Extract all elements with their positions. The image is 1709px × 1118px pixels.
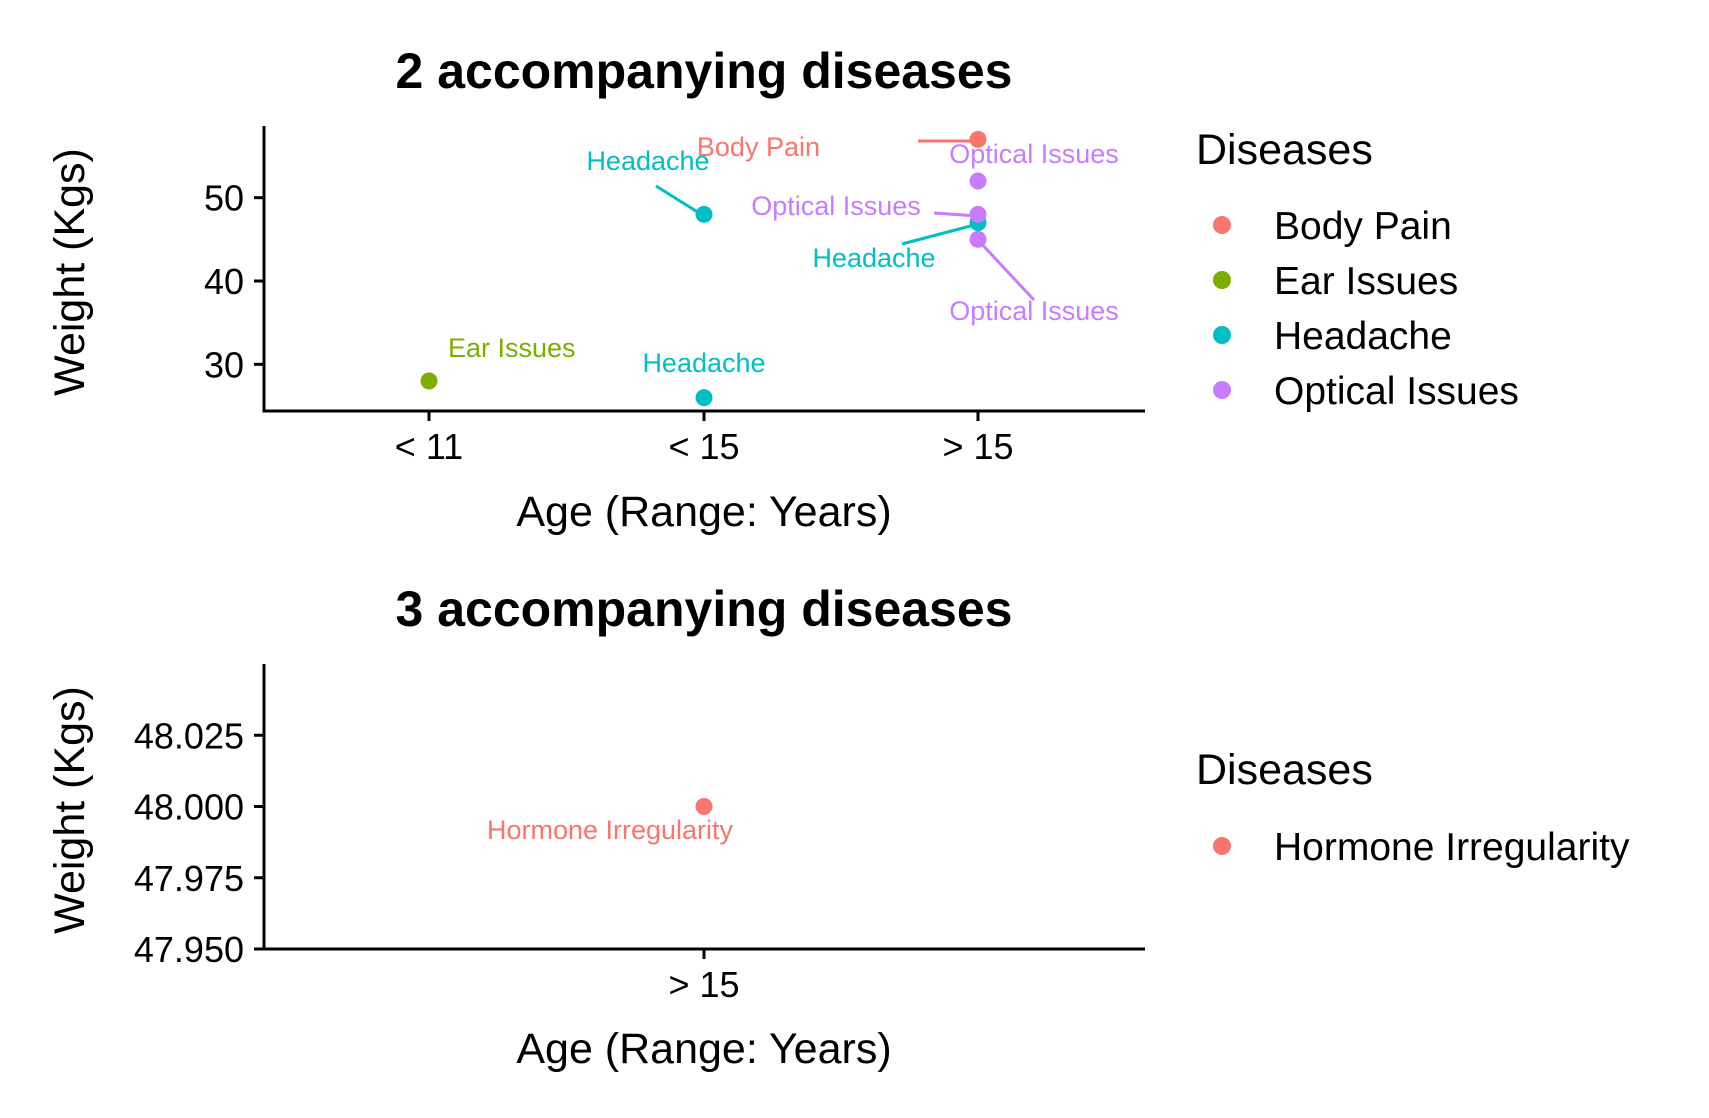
panel-2-title: 3 accompanying diseases xyxy=(396,581,1013,637)
legend-label: Hormone Irregularity xyxy=(1274,826,1630,869)
data-point-optical-issues xyxy=(969,172,987,190)
legend-label: Optical Issues xyxy=(1274,370,1519,413)
panel-2-legend-title: Diseases xyxy=(1196,746,1373,794)
data-point-label: Headache xyxy=(642,348,765,378)
y-tick-label: 40 xyxy=(204,261,244,302)
data-point-label: Headache xyxy=(586,146,709,176)
label-leader-line xyxy=(655,184,705,218)
data-point-hormone-irregularity xyxy=(695,798,713,815)
label-leader-line xyxy=(901,222,979,246)
legend-label: Body Pain xyxy=(1274,205,1452,248)
y-tick-label: 47.975 xyxy=(134,858,244,899)
data-point-body-pain xyxy=(969,130,987,148)
data-point-label: Optical Issues xyxy=(949,139,1119,169)
y-tick-label: 48.025 xyxy=(134,715,244,756)
data-point-label: Body Pain xyxy=(697,132,820,162)
x-tick-label: > 15 xyxy=(942,426,1013,467)
panel-2-x-axis-title: Age (Range: Years) xyxy=(516,1025,891,1073)
legend-key-body-pain xyxy=(1213,216,1231,234)
panel-1-y-axis-title: Weight (Kgs) xyxy=(46,148,94,396)
data-point-optical-issues xyxy=(969,205,987,223)
data-point-optical-issues xyxy=(969,230,987,248)
legend-key-headache xyxy=(1213,326,1231,344)
panel-3-diseases: 3 accompanying diseases 47.950 47.975 48.0… xyxy=(46,581,1630,1073)
panel-1-legend-items: Body Pain Ear Issues Headache Optical Issue… xyxy=(1213,205,1519,413)
panel-1-x-axis-title: Age (Range: Years) xyxy=(516,488,891,536)
panel-1-legend-title: Diseases xyxy=(1196,126,1373,174)
data-point-label: Hormone Irregularity xyxy=(487,815,734,845)
y-tick-label: 50 xyxy=(204,178,244,219)
y-tick-label: 48.000 xyxy=(134,787,244,828)
panel-2-legend: Diseases Hormone Irregularity xyxy=(1196,746,1630,869)
panel-2-diseases: 2 accompanying diseases 30 40 50 < 11 < 15 > … xyxy=(46,43,1519,536)
data-point-headache xyxy=(695,389,713,407)
x-tick-label: < 11 xyxy=(395,426,463,467)
x-tick-label: > 15 xyxy=(668,964,739,1005)
data-point-label: Optical Issues xyxy=(751,191,921,221)
panel-1-plot-area: 30 40 50 < 11 < 15 > 15 Body Pain Ear Issues Hea… xyxy=(204,126,1145,467)
data-point-ear-issues xyxy=(420,372,438,390)
panel-2-legend-items: Hormone Irregularity xyxy=(1213,826,1630,869)
legend-key-hormone-irregularity xyxy=(1213,837,1231,855)
data-point-label: Headache xyxy=(812,243,935,273)
panel-2-plot-area: 47.950 47.975 48.000 48.025 > 15 Hormone Irre… xyxy=(134,664,1145,1005)
data-point-headache xyxy=(695,205,713,223)
legend-label: Headache xyxy=(1274,315,1452,358)
legend-key-optical-issues xyxy=(1213,381,1231,399)
panel-1-legend: Diseases Body Pain Ear Issues Headache Opti… xyxy=(1196,126,1519,413)
y-tick-label: 30 xyxy=(204,344,244,385)
label-leader-line xyxy=(976,238,1036,302)
legend-label: Ear Issues xyxy=(1274,260,1458,303)
data-point-label: Ear Issues xyxy=(448,333,576,363)
data-point-label: Optical Issues xyxy=(949,296,1119,326)
x-tick-label: < 15 xyxy=(668,426,739,467)
panel-2-y-axis-title: Weight (Kgs) xyxy=(46,686,94,934)
legend-key-ear-issues xyxy=(1213,271,1231,289)
y-tick-label: 47.950 xyxy=(134,929,244,970)
panel-1-title: 2 accompanying diseases xyxy=(396,43,1013,99)
